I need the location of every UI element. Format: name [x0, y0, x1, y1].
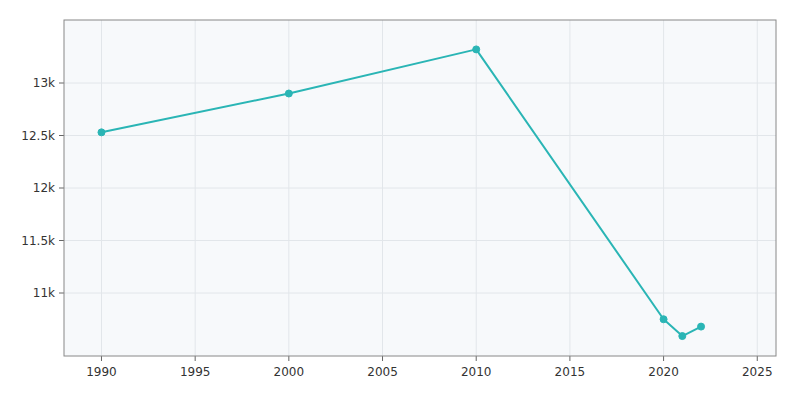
y-grid-line — [64, 135, 776, 136]
y-grid-line — [64, 188, 776, 189]
point — [285, 90, 292, 97]
grid — [64, 20, 776, 356]
x-tick — [757, 356, 758, 361]
x-tick — [663, 356, 664, 361]
x-tick-label: 2010 — [461, 365, 492, 379]
x-tick — [288, 356, 289, 361]
x-tick — [101, 356, 102, 361]
x-tick-label: 2015 — [555, 365, 586, 379]
x-tick-label: 2020 — [648, 365, 679, 379]
x-tick — [382, 356, 383, 361]
point — [98, 129, 105, 136]
x-tick-label: 1990 — [86, 365, 117, 379]
axes: 1990 1995 2000 2005 2010 2015 2020 2025 11k 11.5k… — [21, 20, 776, 379]
y-grid-line — [64, 240, 776, 241]
y-tick-label: 12.5k — [21, 129, 55, 143]
y-tick — [59, 188, 64, 189]
data-layer — [98, 46, 705, 340]
y-tick-label: 11.5k — [21, 234, 55, 248]
y-grid-line — [64, 293, 776, 294]
x-tick-label: 2005 — [367, 365, 398, 379]
x-tick — [476, 356, 477, 361]
y-tick-label: 11k — [33, 286, 55, 300]
y-tick — [59, 293, 64, 294]
x-tick-label: 1995 — [180, 365, 211, 379]
point — [473, 46, 480, 53]
point — [698, 323, 705, 330]
x-tick — [195, 356, 196, 361]
y-tick — [59, 83, 64, 84]
x-tick — [569, 356, 570, 361]
y-tick — [59, 135, 64, 136]
y-tick — [59, 240, 64, 241]
line — [101, 49, 701, 336]
y-tick-label: 13k — [33, 76, 55, 90]
plot-frame — [64, 20, 776, 356]
chart-container: 1990 1995 2000 2005 2010 2015 2020 2025 11k 11.5k… — [0, 0, 800, 400]
chart-svg: 1990 1995 2000 2005 2010 2015 2020 2025 11k 11.5k… — [0, 0, 800, 400]
page: {"chart_data": {"type": "line", "x": [19… — [0, 0, 800, 400]
y-tick-label: 12k — [33, 181, 55, 195]
point — [679, 333, 686, 340]
point — [660, 316, 667, 323]
plot-background — [64, 20, 776, 356]
x-tick-label: 2000 — [274, 365, 305, 379]
y-grid-line — [64, 83, 776, 84]
x-tick-label: 2025 — [742, 365, 773, 379]
